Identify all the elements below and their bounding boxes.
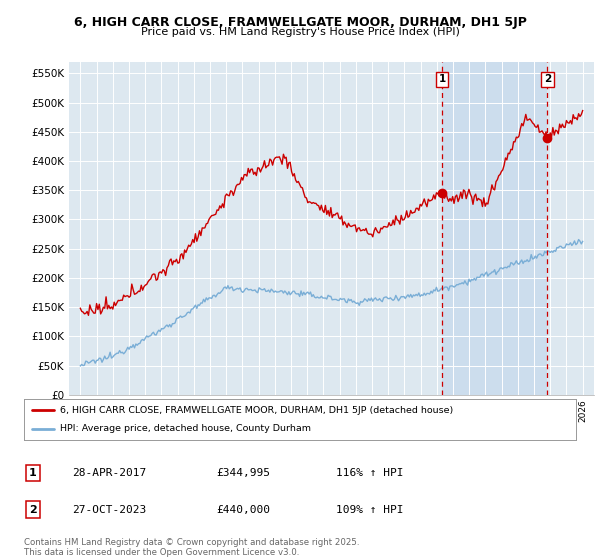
Text: 27-OCT-2023: 27-OCT-2023 — [72, 505, 146, 515]
Text: 2: 2 — [29, 505, 37, 515]
Text: Price paid vs. HM Land Registry's House Price Index (HPI): Price paid vs. HM Land Registry's House … — [140, 27, 460, 38]
Text: £440,000: £440,000 — [216, 505, 270, 515]
Text: HPI: Average price, detached house, County Durham: HPI: Average price, detached house, Coun… — [60, 424, 311, 433]
Text: 6, HIGH CARR CLOSE, FRAMWELLGATE MOOR, DURHAM, DH1 5JP (detached house): 6, HIGH CARR CLOSE, FRAMWELLGATE MOOR, D… — [60, 405, 453, 414]
Text: 2: 2 — [544, 74, 551, 84]
Text: 1: 1 — [439, 74, 446, 84]
Text: 1: 1 — [29, 468, 37, 478]
Text: 28-APR-2017: 28-APR-2017 — [72, 468, 146, 478]
Bar — [442, 62, 547, 395]
Text: £344,995: £344,995 — [216, 468, 270, 478]
Text: 6, HIGH CARR CLOSE, FRAMWELLGATE MOOR, DURHAM, DH1 5JP: 6, HIGH CARR CLOSE, FRAMWELLGATE MOOR, D… — [74, 16, 526, 29]
Text: Contains HM Land Registry data © Crown copyright and database right 2025.
This d: Contains HM Land Registry data © Crown c… — [24, 538, 359, 557]
Text: 116% ↑ HPI: 116% ↑ HPI — [336, 468, 404, 478]
Text: 109% ↑ HPI: 109% ↑ HPI — [336, 505, 404, 515]
